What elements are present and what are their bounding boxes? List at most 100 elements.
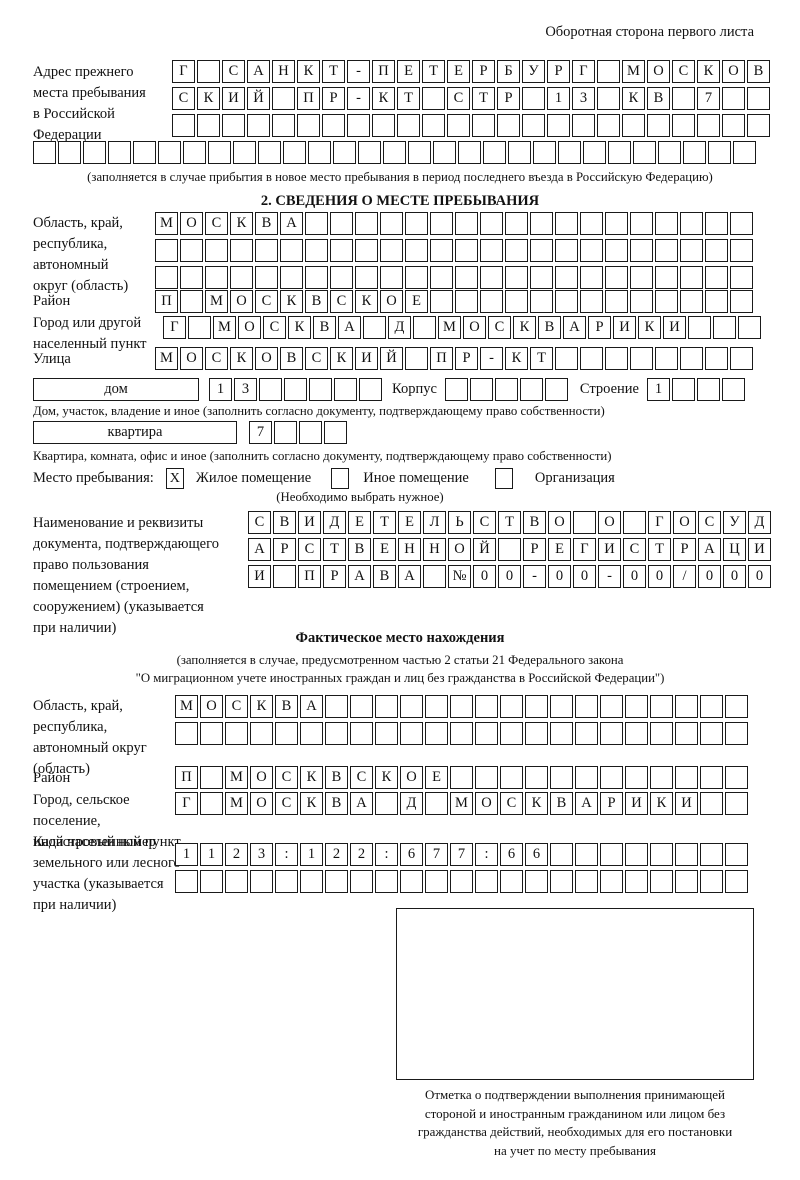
char-cell[interactable]: К (622, 87, 645, 110)
char-cell[interactable] (700, 766, 723, 789)
char-cell[interactable] (630, 239, 653, 262)
char-cell[interactable]: А (350, 792, 373, 815)
char-cell[interactable]: О (200, 695, 223, 718)
char-cell[interactable]: С (473, 511, 496, 534)
char-cell[interactable]: О (180, 347, 203, 370)
char-cell[interactable]: 1 (300, 843, 323, 866)
char-cell[interactable] (555, 239, 578, 262)
char-cell[interactable]: П (298, 565, 321, 588)
char-cell[interactable] (575, 695, 598, 718)
char-cell[interactable] (233, 141, 256, 164)
char-cell[interactable]: Н (272, 60, 295, 83)
char-cell[interactable]: О (250, 766, 273, 789)
char-cell[interactable] (405, 212, 428, 235)
char-cell[interactable]: И (248, 565, 271, 588)
char-cell[interactable]: К (300, 792, 323, 815)
char-cell[interactable] (255, 266, 278, 289)
char-cell[interactable]: И (675, 792, 698, 815)
char-cell[interactable] (672, 87, 695, 110)
char-cell[interactable] (650, 722, 673, 745)
char-cell[interactable] (508, 141, 531, 164)
char-cell[interactable] (423, 565, 446, 588)
char-cell[interactable]: М (622, 60, 645, 83)
char-cell[interactable] (300, 870, 323, 893)
char-cell[interactable] (705, 290, 728, 313)
char-cell[interactable] (580, 266, 603, 289)
char-cell[interactable] (705, 212, 728, 235)
char-cell[interactable] (225, 870, 248, 893)
char-cell[interactable] (605, 266, 628, 289)
char-cell[interactable]: О (250, 792, 273, 815)
char-cell[interactable]: А (280, 212, 303, 235)
char-cell[interactable]: Б (497, 60, 520, 83)
char-cell[interactable]: И (355, 347, 378, 370)
char-cell[interactable]: С (623, 538, 646, 561)
char-cell[interactable] (555, 347, 578, 370)
char-cell[interactable] (722, 114, 745, 137)
char-cell[interactable] (630, 347, 653, 370)
char-cell[interactable] (605, 347, 628, 370)
char-cell[interactable] (350, 722, 373, 745)
char-cell[interactable] (225, 722, 248, 745)
char-cell[interactable] (494, 378, 518, 401)
char-cell[interactable] (550, 870, 573, 893)
char-cell[interactable] (430, 290, 453, 313)
char-cell[interactable] (380, 239, 403, 262)
char-cell[interactable]: С (255, 290, 278, 313)
char-cell[interactable]: К (280, 290, 303, 313)
char-cell[interactable]: Е (548, 538, 571, 561)
char-cell[interactable]: Р (323, 565, 346, 588)
char-cell[interactable] (400, 722, 423, 745)
char-cell[interactable]: С (698, 511, 721, 534)
char-cell[interactable] (658, 141, 681, 164)
char-cell[interactable] (308, 141, 331, 164)
char-cell[interactable] (608, 141, 631, 164)
char-cell[interactable]: Р (497, 87, 520, 110)
char-cell[interactable]: С (298, 538, 321, 561)
char-cell[interactable]: Д (748, 511, 771, 534)
char-cell[interactable] (600, 870, 623, 893)
char-cell[interactable] (350, 695, 373, 718)
char-cell[interactable] (605, 290, 628, 313)
char-cell[interactable]: О (647, 60, 670, 83)
char-cell[interactable] (522, 114, 545, 137)
char-cell[interactable]: И (625, 792, 648, 815)
char-cell[interactable] (605, 212, 628, 235)
korpus-cells[interactable] (444, 378, 568, 401)
char-cell[interactable]: Й (473, 538, 496, 561)
char-cell[interactable]: 6 (500, 843, 523, 866)
char-cell[interactable] (547, 114, 570, 137)
char-cell[interactable] (255, 239, 278, 262)
char-cell[interactable]: А (563, 316, 586, 339)
char-cell[interactable]: В (325, 766, 348, 789)
char-cell[interactable]: У (723, 511, 746, 534)
char-cell[interactable]: Т (323, 538, 346, 561)
char-cell[interactable] (158, 141, 181, 164)
char-cell[interactable]: 1 (175, 843, 198, 866)
char-cell[interactable]: Л (423, 511, 446, 534)
char-cell[interactable]: 0 (723, 565, 746, 588)
char-cell[interactable] (655, 212, 678, 235)
char-cell[interactable]: В (747, 60, 770, 83)
char-cell[interactable] (197, 114, 220, 137)
char-cell[interactable] (280, 239, 303, 262)
char-cell[interactable] (522, 87, 545, 110)
char-cell[interactable] (425, 722, 448, 745)
char-cell[interactable] (622, 114, 645, 137)
char-cell[interactable]: Т (397, 87, 420, 110)
char-cell[interactable]: О (180, 212, 203, 235)
char-cell[interactable] (583, 141, 606, 164)
char-cell[interactable]: И (663, 316, 686, 339)
char-cell[interactable] (558, 141, 581, 164)
char-cell[interactable] (625, 870, 648, 893)
char-cell[interactable] (725, 766, 748, 789)
char-cell[interactable]: К (288, 316, 311, 339)
char-cell[interactable] (469, 378, 493, 401)
char-cell[interactable]: Е (447, 60, 470, 83)
char-cell[interactable] (425, 695, 448, 718)
char-cell[interactable] (250, 870, 273, 893)
char-cell[interactable]: С (263, 316, 286, 339)
char-cell[interactable] (550, 843, 573, 866)
